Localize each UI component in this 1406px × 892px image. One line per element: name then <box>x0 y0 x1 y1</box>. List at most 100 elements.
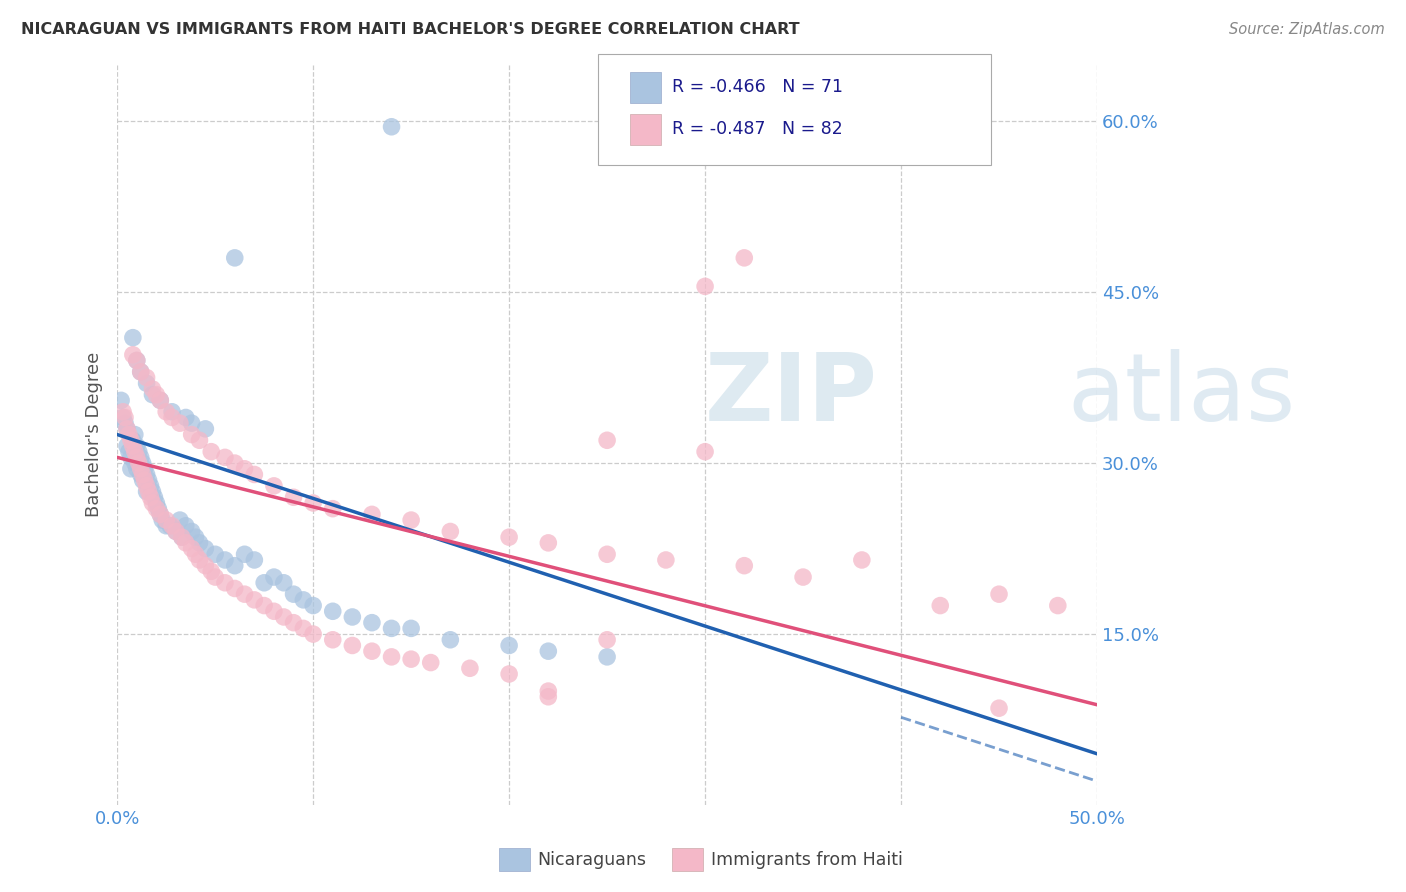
Y-axis label: Bachelor's Degree: Bachelor's Degree <box>86 352 103 517</box>
Point <box>204 570 226 584</box>
Point <box>135 484 157 499</box>
Point <box>180 427 202 442</box>
Point <box>131 456 153 470</box>
Point <box>138 484 160 499</box>
Point <box>537 644 560 658</box>
Text: NICARAGUAN VS IMMIGRANTS FROM HAITI BACHELOR'S DEGREE CORRELATION CHART: NICARAGUAN VS IMMIGRANTS FROM HAITI BACH… <box>21 22 800 37</box>
Point <box>125 353 148 368</box>
Point <box>233 587 256 601</box>
Point <box>224 251 246 265</box>
Point <box>792 570 814 584</box>
Point <box>214 450 236 465</box>
Point <box>243 467 266 482</box>
Point <box>143 490 166 504</box>
Point <box>149 393 172 408</box>
Point <box>439 632 461 647</box>
Point <box>169 416 191 430</box>
Point <box>139 490 162 504</box>
Point <box>149 508 172 522</box>
Point <box>188 536 211 550</box>
Point <box>233 547 256 561</box>
Point <box>160 518 183 533</box>
Point <box>129 450 152 465</box>
Point <box>498 530 520 544</box>
Point <box>988 587 1011 601</box>
Point <box>180 541 202 556</box>
Point <box>380 649 402 664</box>
Point <box>188 553 211 567</box>
Point <box>112 410 135 425</box>
Point <box>188 434 211 448</box>
Point <box>537 690 560 704</box>
Point <box>124 444 146 458</box>
Point <box>135 376 157 391</box>
Point <box>380 120 402 134</box>
Point <box>361 644 384 658</box>
Text: Nicaraguans: Nicaraguans <box>537 851 647 869</box>
Point <box>458 661 481 675</box>
Point <box>145 496 167 510</box>
Point <box>283 490 305 504</box>
Point <box>399 513 422 527</box>
Point <box>155 405 177 419</box>
Point <box>655 553 678 567</box>
Point <box>224 582 246 596</box>
Point <box>118 427 141 442</box>
Point <box>160 405 183 419</box>
Point <box>125 462 148 476</box>
Point <box>302 496 325 510</box>
Point <box>733 251 755 265</box>
Point <box>214 575 236 590</box>
Point <box>498 667 520 681</box>
Point <box>596 547 619 561</box>
Point <box>159 518 181 533</box>
Point <box>988 701 1011 715</box>
Point <box>498 639 520 653</box>
Point <box>131 473 153 487</box>
Point <box>114 410 136 425</box>
Point <box>149 393 172 408</box>
Point <box>292 593 315 607</box>
Point <box>322 632 344 647</box>
Point <box>596 632 619 647</box>
Point <box>125 439 148 453</box>
Point <box>155 513 177 527</box>
Point <box>273 575 295 590</box>
Point <box>120 434 142 448</box>
Point <box>115 422 138 436</box>
Point <box>322 604 344 618</box>
Point <box>204 547 226 561</box>
Point <box>174 536 197 550</box>
Point <box>169 513 191 527</box>
Point <box>596 434 619 448</box>
Point <box>141 496 163 510</box>
Point <box>135 467 157 482</box>
Point <box>322 501 344 516</box>
Text: ZIP: ZIP <box>704 349 877 441</box>
Point <box>124 427 146 442</box>
Point <box>263 604 285 618</box>
Point <box>150 513 173 527</box>
Point <box>115 422 138 436</box>
Text: Immigrants from Haiti: Immigrants from Haiti <box>711 851 903 869</box>
Point <box>361 615 384 630</box>
Point <box>170 530 193 544</box>
Point <box>263 570 285 584</box>
Point <box>194 541 217 556</box>
Point <box>342 639 364 653</box>
Point <box>110 393 132 408</box>
Point <box>693 279 716 293</box>
Point <box>129 462 152 476</box>
Point <box>170 530 193 544</box>
Point <box>399 621 422 635</box>
Point <box>283 587 305 601</box>
Point <box>121 434 143 448</box>
Text: R = -0.487   N = 82: R = -0.487 N = 82 <box>672 120 842 138</box>
Point <box>292 621 315 635</box>
Point <box>200 565 222 579</box>
Point <box>121 439 143 453</box>
Point <box>165 524 187 539</box>
Point <box>361 508 384 522</box>
Point <box>184 530 207 544</box>
Point <box>302 627 325 641</box>
